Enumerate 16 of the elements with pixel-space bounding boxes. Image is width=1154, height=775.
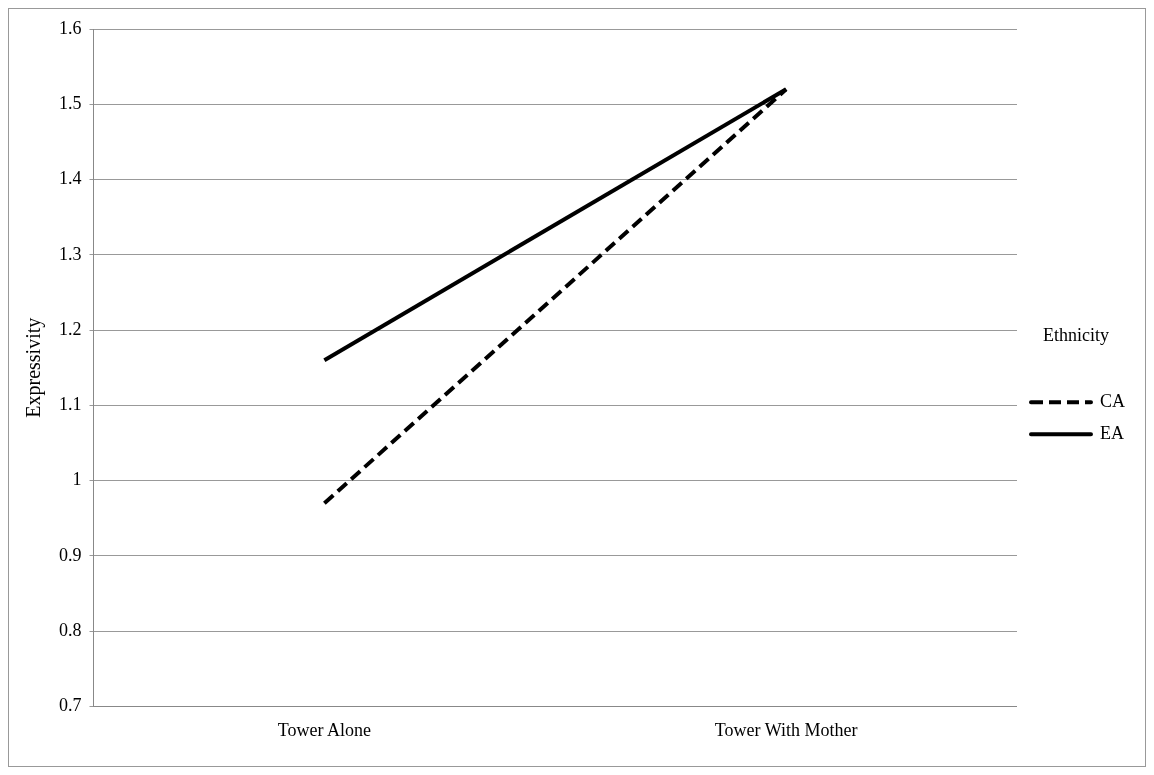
legend-label: EA <box>1100 423 1124 444</box>
x-tick-label: Tower Alone <box>277 719 371 740</box>
y-tick-label: 1.4 <box>59 168 82 189</box>
y-tick-label: 0.8 <box>59 619 82 640</box>
y-tick-label: 1.3 <box>59 243 82 264</box>
legend-title: Ethnicity <box>1043 325 1109 346</box>
y-axis-title: Expressivity <box>22 317 46 418</box>
x-tick-label: Tower With Mother <box>714 719 858 740</box>
y-tick-label: 1.2 <box>59 318 82 339</box>
y-tick-label: 0.7 <box>59 695 82 716</box>
y-tick-label: 1.1 <box>59 394 82 415</box>
y-tick-label: 1.6 <box>59 17 82 38</box>
y-tick-label: 0.9 <box>59 544 82 565</box>
y-tick-label: 1.5 <box>59 93 82 113</box>
legend-label: CA <box>1100 391 1126 412</box>
y-tick-label: 1 <box>72 469 82 490</box>
